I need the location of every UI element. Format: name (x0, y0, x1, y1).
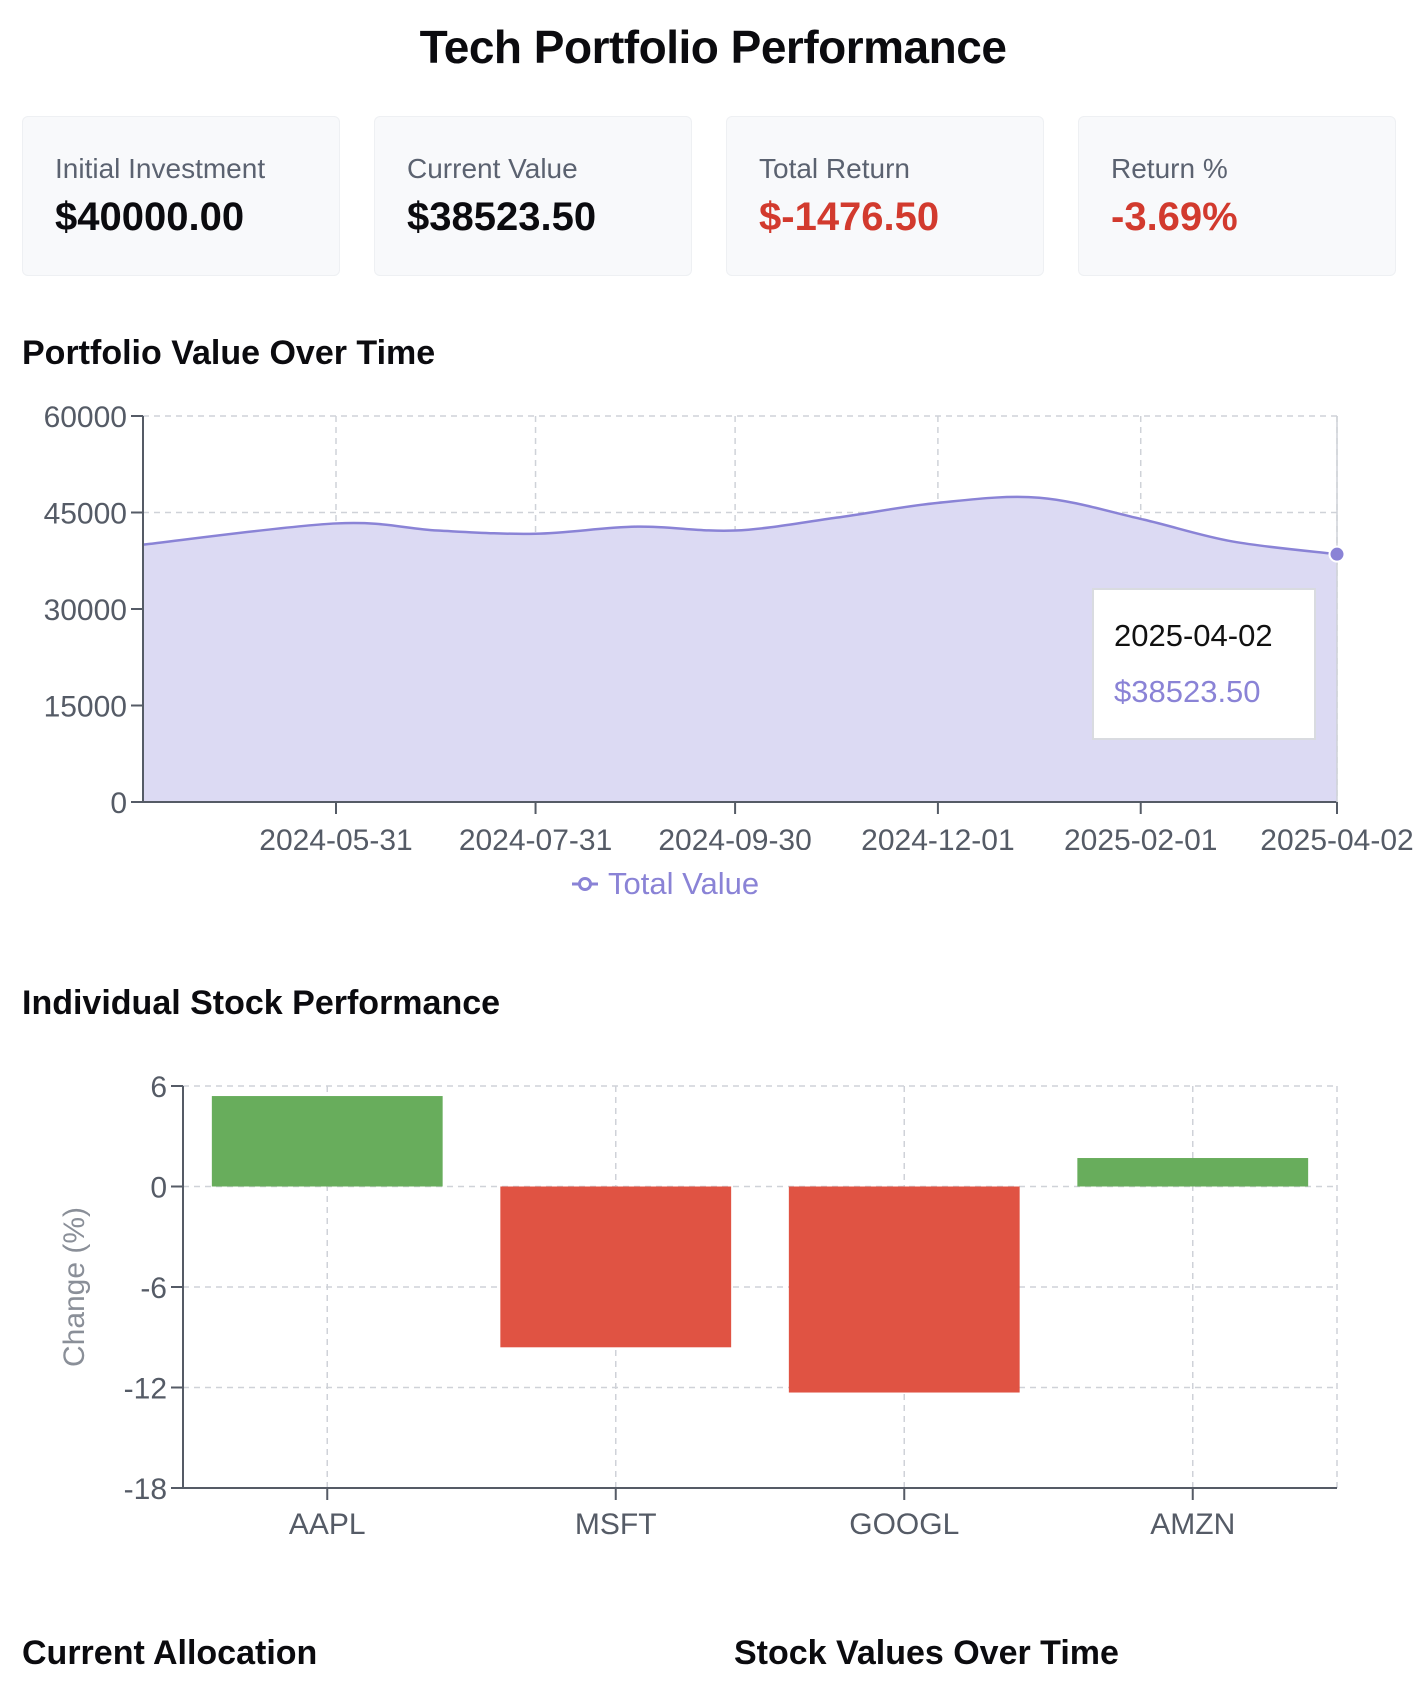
y-tick-label: 45000 (44, 498, 127, 531)
stat-label: Initial Investment (55, 153, 266, 184)
bar-msft (500, 1186, 732, 1348)
bar-amzn (1077, 1158, 1309, 1187)
active-data-point (1328, 545, 1346, 563)
section-title-allocation: Current Allocation (22, 1634, 318, 1672)
stat-value: $-1476.50 (759, 195, 940, 239)
stat-card-current-value: Current Value $38523.50 (374, 116, 692, 276)
y-axis-title: Change (%) (58, 1207, 91, 1367)
x-tick-label: GOOGL (849, 1508, 959, 1540)
y-tick-label: -18 (124, 1473, 167, 1506)
stat-card-return-percent: Return % -3.69% (1078, 116, 1396, 276)
section-title-stock-performance: Individual Stock Performance (22, 984, 501, 1022)
y-tick-label: 60000 (44, 401, 127, 434)
stat-card-total-return: Total Return $-1476.50 (726, 116, 1044, 276)
chart-legend[interactable]: Total Value (570, 866, 759, 902)
series-line-total-value (142, 495, 1338, 556)
portfolio-value-chart: 0 15000 30000 45000 60000 2024-05-31 2024-07-3… (44, 401, 1414, 850)
x-tick-label: 2025-02-01 (1064, 824, 1217, 850)
chart-tooltip: 2025-04-02 $38523.50 (1092, 588, 1316, 740)
x-tick-label: MSFT (575, 1508, 657, 1540)
stat-value: $40000.00 (55, 195, 245, 239)
y-tick-label: 15000 (44, 691, 127, 724)
y-tick-label: -6 (140, 1272, 167, 1305)
stat-label: Total Return (759, 153, 910, 184)
x-tick-label: AMZN (1150, 1508, 1235, 1540)
x-tick-label: AAPL (289, 1508, 366, 1540)
section-title-stock-values: Stock Values Over Time (734, 1634, 1119, 1672)
stock-performance-chart: 6 0 -6 -12 -18 AAPL MSFT GOOGL AMZN Change (%) (58, 1071, 1338, 1540)
tooltip-date: 2025-04-02 (1114, 618, 1273, 653)
stat-value: $38523.50 (407, 195, 597, 239)
section-title-portfolio-value: Portfolio Value Over Time (22, 334, 436, 372)
x-tick-label: 2025-04-02 (1260, 824, 1413, 850)
x-tick-label: 2024-09-30 (658, 824, 811, 850)
stat-value: -3.69% (1111, 195, 1238, 239)
x-tick-label: 2024-05-31 (259, 824, 412, 850)
y-tick-label: 0 (110, 787, 127, 820)
y-tick-label: 0 (150, 1172, 167, 1205)
y-tick-label: -12 (124, 1373, 167, 1406)
stat-label: Return % (1111, 153, 1228, 184)
page-title: Tech Portfolio Performance (419, 21, 1007, 73)
legend-label: Total Value (608, 866, 760, 901)
tooltip-value: $38523.50 (1114, 674, 1261, 709)
stat-card-initial-investment: Initial Investment $40000.00 (22, 116, 340, 276)
legend-marker-icon (572, 877, 598, 891)
y-tick-label: 30000 (44, 594, 127, 627)
series-area-total-value (143, 496, 1337, 802)
x-tick-label: 2024-12-01 (861, 824, 1014, 850)
bar-aapl (211, 1096, 443, 1187)
y-tick-label: 6 (150, 1071, 167, 1104)
stat-label: Current Value (407, 153, 578, 184)
x-tick-label: 2024-07-31 (459, 824, 612, 850)
bar-googl (788, 1186, 1020, 1393)
